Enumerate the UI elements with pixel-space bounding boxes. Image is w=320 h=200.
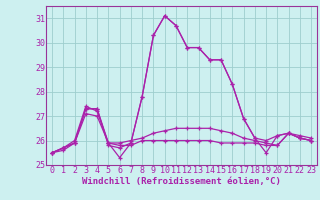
X-axis label: Windchill (Refroidissement éolien,°C): Windchill (Refroidissement éolien,°C) xyxy=(82,177,281,186)
